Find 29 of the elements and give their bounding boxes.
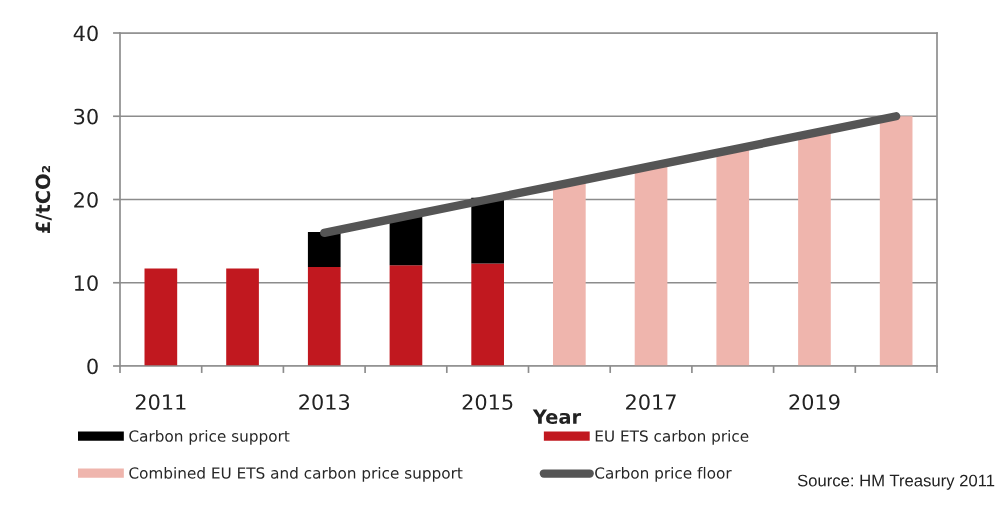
bar — [144, 268, 178, 366]
x-tick-label: 2013 — [299, 394, 350, 410]
y-tick-label: 10 — [74, 275, 98, 291]
y-tick-label: 30 — [74, 108, 98, 125]
bar — [798, 132, 831, 366]
x-tick-label: 2019 — [789, 394, 840, 410]
source-note: Source: HM Treasury 2011 — [797, 474, 995, 490]
y-tick-label: 0 — [87, 358, 98, 375]
bar — [634, 166, 668, 366]
bar — [879, 116, 913, 366]
legend-label: Carbon price floor — [595, 466, 732, 482]
bar — [471, 197, 504, 264]
legend-label: Carbon price support — [129, 430, 290, 445]
bar — [716, 149, 750, 366]
bar — [471, 263, 504, 366]
bar — [307, 266, 341, 366]
y-tick-label: 40 — [73, 25, 98, 42]
x-tick-label: 2011 — [135, 394, 186, 410]
bar — [226, 268, 259, 366]
x-tick-label: 2017 — [626, 394, 676, 410]
legend-label: Combined EU ETS and carbon price support — [129, 466, 463, 482]
bar — [389, 265, 423, 366]
bar — [553, 182, 586, 366]
x-axis-title: Year — [532, 409, 582, 425]
y-axis-title: £/tCO₂ — [35, 165, 52, 233]
x-tick-label: 2015 — [462, 394, 513, 410]
y-tick-label: 20 — [74, 191, 98, 208]
bar — [307, 231, 341, 267]
legend-label: EU ETS carbon price — [595, 430, 749, 445]
